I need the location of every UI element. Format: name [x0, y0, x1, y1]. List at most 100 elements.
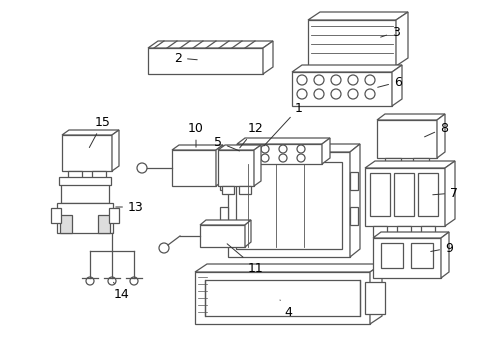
Bar	[410, 243, 432, 268]
Bar	[220, 207, 227, 225]
Bar	[393, 173, 413, 216]
Circle shape	[108, 277, 116, 285]
Circle shape	[330, 75, 340, 85]
Bar	[384, 158, 400, 168]
Bar	[59, 177, 111, 185]
Bar	[364, 168, 444, 226]
Text: 14: 14	[113, 282, 130, 302]
Text: 15: 15	[89, 116, 111, 148]
Text: 8: 8	[424, 122, 447, 137]
Polygon shape	[227, 144, 359, 152]
Bar	[57, 203, 113, 233]
Bar	[420, 226, 434, 236]
Circle shape	[296, 75, 306, 85]
Circle shape	[86, 277, 94, 285]
Bar	[62, 135, 112, 171]
Text: 3: 3	[380, 26, 399, 39]
Circle shape	[243, 145, 250, 153]
Circle shape	[330, 89, 340, 99]
Circle shape	[261, 145, 268, 153]
Text: 9: 9	[430, 242, 452, 255]
Polygon shape	[321, 138, 329, 164]
Circle shape	[296, 145, 305, 153]
Circle shape	[159, 243, 169, 253]
Bar	[239, 186, 250, 194]
Bar	[396, 226, 410, 236]
Bar	[51, 208, 61, 223]
Polygon shape	[349, 144, 359, 257]
Bar	[369, 173, 389, 216]
Text: 11: 11	[226, 244, 263, 274]
Bar	[220, 172, 227, 190]
Text: 7: 7	[432, 186, 457, 199]
Bar	[195, 272, 369, 324]
Circle shape	[296, 154, 305, 162]
Circle shape	[364, 89, 374, 99]
Bar	[200, 225, 244, 247]
Circle shape	[313, 89, 324, 99]
Circle shape	[313, 75, 324, 85]
Polygon shape	[372, 232, 448, 238]
Text: 5: 5	[214, 135, 239, 151]
Bar	[372, 226, 386, 236]
Text: 10: 10	[188, 122, 203, 147]
Circle shape	[364, 75, 374, 85]
Bar	[172, 150, 216, 186]
Circle shape	[279, 154, 286, 162]
Polygon shape	[237, 138, 329, 144]
Circle shape	[243, 154, 250, 162]
Bar	[349, 207, 357, 225]
Circle shape	[279, 145, 286, 153]
Circle shape	[347, 75, 357, 85]
Circle shape	[130, 277, 138, 285]
Circle shape	[137, 163, 147, 173]
Circle shape	[261, 154, 268, 162]
Bar	[291, 72, 391, 106]
Polygon shape	[307, 12, 407, 20]
Polygon shape	[364, 161, 454, 168]
Polygon shape	[376, 114, 444, 120]
Bar	[307, 20, 395, 66]
Polygon shape	[291, 65, 401, 72]
Text: 12: 12	[239, 122, 263, 148]
Bar	[236, 162, 341, 249]
Bar	[417, 173, 437, 216]
Polygon shape	[172, 145, 223, 150]
Polygon shape	[391, 65, 401, 106]
Text: 13: 13	[116, 201, 143, 213]
Bar	[372, 238, 440, 278]
Polygon shape	[369, 264, 381, 324]
Polygon shape	[148, 41, 272, 48]
Polygon shape	[253, 145, 261, 186]
Bar	[237, 144, 321, 164]
Polygon shape	[244, 220, 250, 247]
Bar	[148, 48, 263, 74]
Text: 1: 1	[264, 102, 302, 146]
Polygon shape	[436, 114, 444, 158]
Bar	[218, 150, 253, 186]
Bar	[204, 280, 359, 316]
Text: 2: 2	[174, 51, 197, 64]
Polygon shape	[216, 145, 223, 186]
Bar	[364, 282, 384, 314]
Polygon shape	[200, 220, 250, 225]
Polygon shape	[218, 145, 261, 150]
Bar	[92, 171, 106, 179]
Text: 4: 4	[280, 300, 291, 319]
Bar	[60, 215, 72, 233]
Polygon shape	[444, 161, 454, 226]
Polygon shape	[112, 130, 119, 171]
Bar	[376, 120, 436, 158]
Bar	[349, 172, 357, 190]
Polygon shape	[62, 130, 119, 135]
Bar	[68, 171, 82, 179]
Circle shape	[296, 89, 306, 99]
Bar	[412, 158, 428, 168]
Polygon shape	[195, 264, 381, 272]
Bar	[380, 243, 402, 268]
Polygon shape	[395, 12, 407, 66]
Polygon shape	[263, 41, 272, 74]
Bar	[222, 186, 234, 194]
Polygon shape	[440, 232, 448, 278]
Circle shape	[347, 89, 357, 99]
